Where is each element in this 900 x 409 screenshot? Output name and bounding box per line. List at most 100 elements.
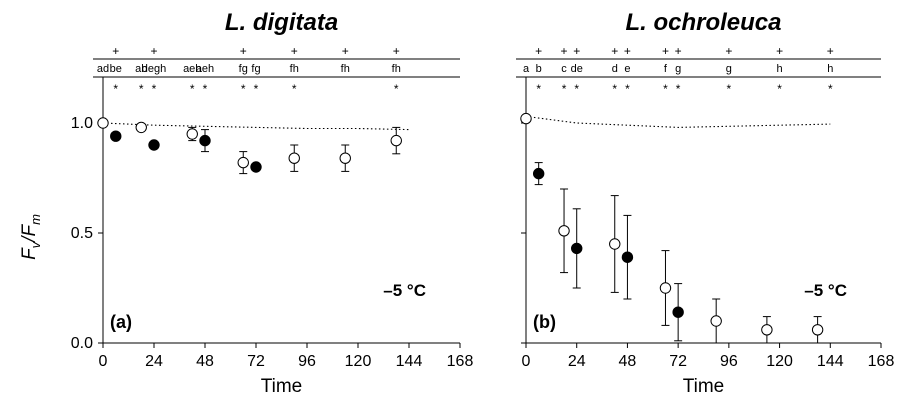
panel-b-plus-mark: + <box>561 44 568 58</box>
panel-a-open-point <box>237 156 249 169</box>
panel-b-open-point <box>659 282 672 294</box>
panel-a-open-point <box>186 128 198 140</box>
panel-a-y-tick-label: 0.0 <box>71 335 93 352</box>
panel-a-sig-letters: fg <box>239 63 248 75</box>
panel-b-open-point <box>811 324 824 336</box>
panel-a-filled-point <box>199 134 211 147</box>
panel-b-x-tick-label: 96 <box>720 353 738 370</box>
panel-a-open-point <box>339 152 351 164</box>
panel-b-sig-letters: h <box>827 63 833 75</box>
panel-a-x-tick-label: 144 <box>396 353 423 370</box>
panel-a-plus-mark: + <box>342 44 349 58</box>
panel-b-star-mark: * <box>536 82 541 96</box>
panel-b-star-mark: * <box>828 82 833 96</box>
panel-a-star-mark: * <box>241 82 246 96</box>
panel-a-plus-mark: + <box>240 44 247 58</box>
panel-a-plus-mark: + <box>112 44 119 58</box>
panel-b-plus-mark: + <box>535 44 542 58</box>
panel-b: L. ochroleuca+ + + + + + + + + +a b c de d e f g g h h* * * * *… <box>516 9 894 397</box>
panel-a-open-point <box>390 134 402 147</box>
panel-b-x-tick-label: 0 <box>522 353 531 370</box>
panel-b-open-point <box>558 225 570 237</box>
panel-b-star-mark: * <box>676 82 681 96</box>
panel-b-x-tick-label: 48 <box>619 353 637 370</box>
panel-b-open-point <box>710 315 722 327</box>
panel-b-plus-mark: + <box>611 44 618 58</box>
panel-b-star-mark: * <box>562 82 567 96</box>
panel-b-sig-letters: a <box>523 63 530 75</box>
panel-a-panel-label: (a) <box>110 312 132 332</box>
panel-b-x-tick-label: 72 <box>669 353 687 370</box>
panel-a-sig-letters: fg <box>251 63 260 75</box>
panel-a-open-point <box>288 152 300 164</box>
panel-a-plus-mark: + <box>393 44 400 58</box>
panel-a-sig-letters: ad <box>97 63 109 75</box>
panel-a-open-point <box>97 117 109 129</box>
panel-b-panel-label: (b) <box>533 312 556 332</box>
panel-b-sig-letters: g <box>726 63 732 75</box>
panel-b-plus-mark: + <box>573 44 580 58</box>
panel-b-open-point <box>761 324 773 336</box>
panel-b-star-mark: * <box>663 82 668 96</box>
panel-a-reference-line <box>102 122 410 131</box>
panel-a-sig-letters: aeh <box>196 63 214 75</box>
panel-b-filled-point <box>621 251 634 263</box>
panel-a-star-mark: * <box>152 82 157 96</box>
panel-b-star-mark: * <box>574 82 579 96</box>
panel-b-plus-mark: + <box>662 44 669 58</box>
panel-a-filled-point <box>110 130 122 142</box>
panel-b-x-tick-label: 168 <box>868 353 895 370</box>
y-axis-title-sub-v: v <box>28 240 43 248</box>
panel-b-star-mark: * <box>777 82 782 96</box>
panel-a-x-axis-title: Time <box>261 376 303 397</box>
y-axis-title: Fv/Fm <box>19 214 43 260</box>
panel-b-filled-point <box>672 306 684 318</box>
panel-a-star-mark: * <box>113 82 118 96</box>
panel-a-star-mark: * <box>139 82 144 96</box>
panel-b-x-tick-label: 120 <box>766 353 793 370</box>
panel-a-filled-point <box>250 161 262 173</box>
panel-b-star-mark: * <box>625 82 630 96</box>
panel-a-sig-letters: aeh <box>183 63 201 75</box>
panel-a-filled-point <box>148 139 160 151</box>
panel-b-filled-point <box>571 242 583 255</box>
panel-a-sig-letters: fh <box>341 63 350 75</box>
panel-b-sig-letters: c <box>561 63 567 75</box>
y-axis-title-slash-f: /F <box>19 224 40 244</box>
panel-a-plus-mark: + <box>150 44 157 58</box>
panel-b-x-axis-title: Time <box>683 376 725 397</box>
panel-a-star-mark: * <box>190 82 195 96</box>
panel-a-x-tick-label: 48 <box>196 353 214 370</box>
panel-b-sig-letters: g <box>675 63 681 75</box>
panel-a-x-tick-label: 24 <box>145 353 163 370</box>
panel-b-sig-letters: h <box>777 63 783 75</box>
y-axis-title-sub-m: m <box>28 214 43 225</box>
panel-b-open-point <box>609 238 621 250</box>
panel-b-star-mark: * <box>727 82 732 96</box>
panel-a-sig-letters: be <box>110 63 122 75</box>
panel-b-sig-letters: de <box>571 63 583 75</box>
panel-b-sig-letters: d <box>612 63 618 75</box>
panel-b-x-tick-label: 24 <box>568 353 586 370</box>
panel-b-plus-mark: + <box>624 44 631 58</box>
panel-a-star-mark: * <box>292 82 297 96</box>
panel-b-sig-letters: e <box>624 63 630 75</box>
panel-b-title: L. ochroleuca <box>625 9 781 36</box>
y-axis-title-f: F <box>19 247 40 260</box>
panel-a-sig-letters: fh <box>392 63 401 75</box>
panel-b-temperature-label: –5 °C <box>804 281 847 300</box>
panel-a-sig-letters: fh <box>290 63 299 75</box>
panel-a-temperature-label: –5 °C <box>383 281 426 300</box>
panel-a-y-tick-label: 1.0 <box>71 115 93 132</box>
panel-a-y-tick-label: 0.5 <box>71 225 93 242</box>
panel-a-x-tick-label: 0 <box>99 353 108 370</box>
panel-b-star-mark: * <box>612 82 617 96</box>
panel-a-open-point <box>135 121 147 134</box>
panel-a-x-tick-label: 96 <box>298 353 316 370</box>
panel-b-filled-point <box>532 167 545 180</box>
panel-a-star-mark: * <box>203 82 208 96</box>
panel-b-open-point <box>520 112 532 125</box>
